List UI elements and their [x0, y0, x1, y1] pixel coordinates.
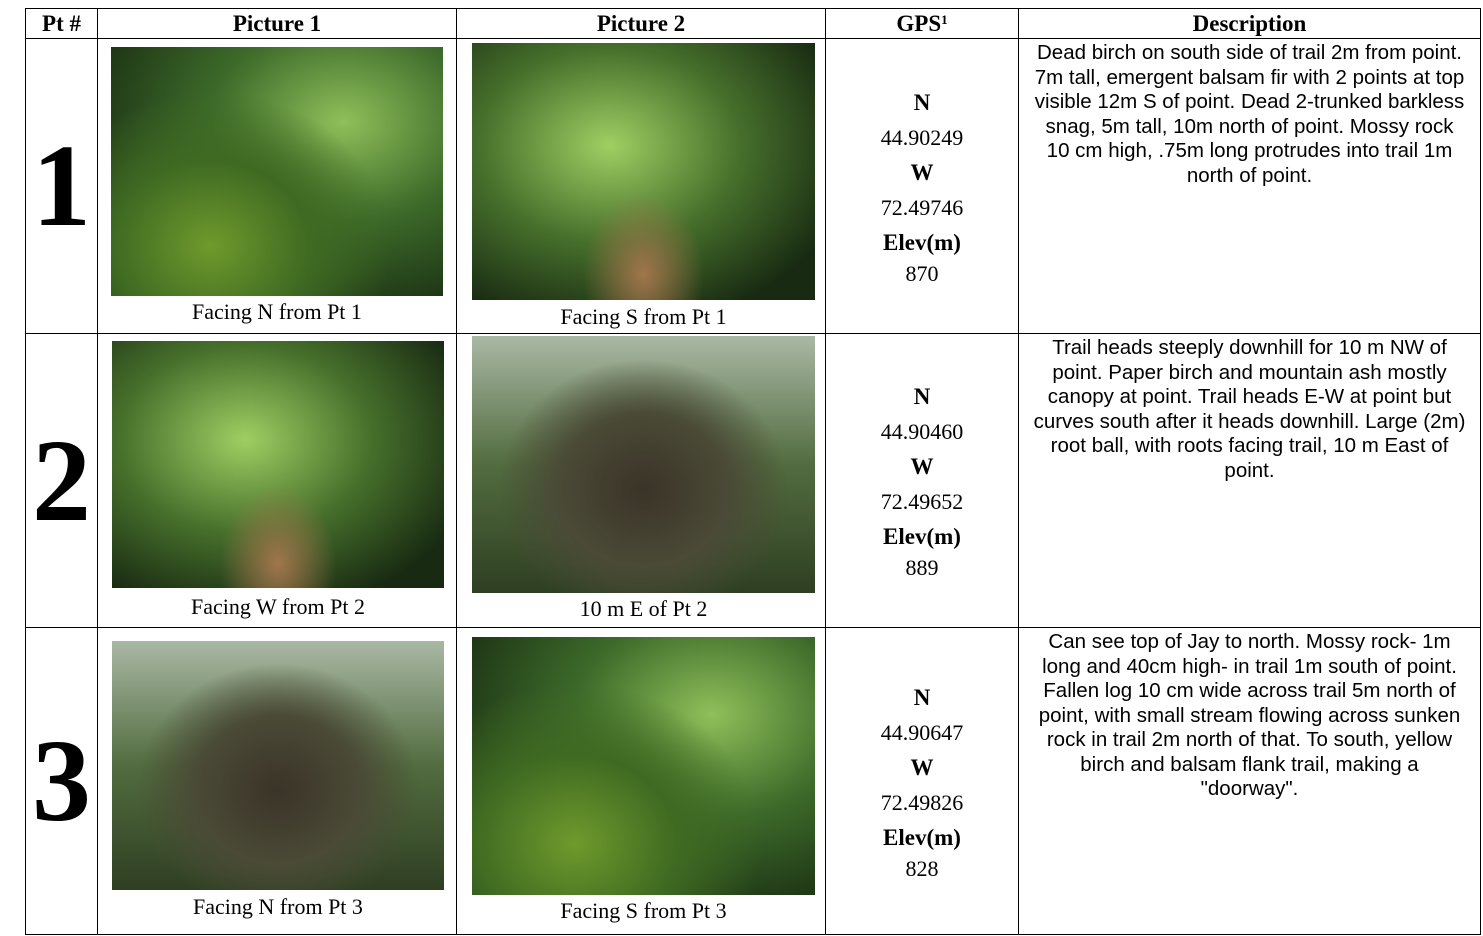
photo: [112, 641, 444, 890]
description: Trail heads steeply downhill for 10 m NW…: [1018, 333, 1481, 628]
description: Can see top of Jay to north. Mossy rock-…: [1018, 627, 1481, 935]
longitude: 72.49746: [880, 194, 964, 220]
photo-caption: Facing S from Pt 3: [560, 898, 727, 923]
latitude: 44.90647: [880, 719, 964, 745]
gps-header: GPS: [896, 10, 942, 36]
header-cell: Picture 1: [97, 8, 457, 39]
gps-label: N: [913, 384, 931, 409]
photo: [112, 341, 444, 588]
longitude: 72.49652: [880, 489, 964, 514]
longitude: 72.49826: [880, 789, 964, 815]
gps-label: Elev(m): [883, 824, 961, 850]
gps-label: N: [913, 89, 931, 115]
point-number: 2: [25, 333, 98, 628]
elevation: 828: [905, 855, 939, 881]
header-cell: Pt #: [25, 8, 98, 39]
header-cell: Picture 2: [456, 8, 826, 39]
photo: [472, 637, 815, 895]
elevation: 870: [905, 260, 939, 286]
gps-label: W: [910, 159, 934, 185]
header-cell: Description: [1018, 8, 1481, 39]
photo-caption: Facing N from Pt 3: [193, 894, 363, 919]
photo-caption: Facing W from Pt 2: [191, 594, 365, 619]
header-cell: GPS 1: [825, 8, 1019, 39]
photo: [472, 336, 815, 593]
latitude: 44.90460: [880, 419, 964, 444]
elevation: 889: [905, 555, 939, 580]
gps-cell: N 44.90249 W 72.49746 Elev(m) 870: [825, 38, 1019, 334]
footnote-mark: 1: [941, 12, 948, 27]
latitude: 44.90249: [880, 124, 964, 150]
point-number: 3: [25, 627, 98, 935]
gps-label: Elev(m): [883, 229, 961, 255]
photo-caption: 10 m E of Pt 2: [579, 596, 708, 621]
gps-label: N: [913, 684, 931, 710]
gps-label: W: [910, 454, 934, 479]
gps-label: Elev(m): [883, 524, 961, 549]
photo-caption: Facing N from Pt 1: [192, 299, 362, 324]
photo-caption: Facing S from Pt 1: [560, 304, 727, 329]
photo: [472, 43, 815, 300]
description: Dead birch on south side of trail 2m fro…: [1018, 38, 1481, 334]
gps-label: W: [910, 754, 934, 780]
point-number: 1: [25, 38, 98, 334]
gps-cell: N 44.90460 W 72.49652 Elev(m) 889: [825, 333, 1019, 628]
photo: [111, 47, 443, 296]
gps-cell: N 44.90647 W 72.49826 Elev(m) 828: [825, 627, 1019, 935]
